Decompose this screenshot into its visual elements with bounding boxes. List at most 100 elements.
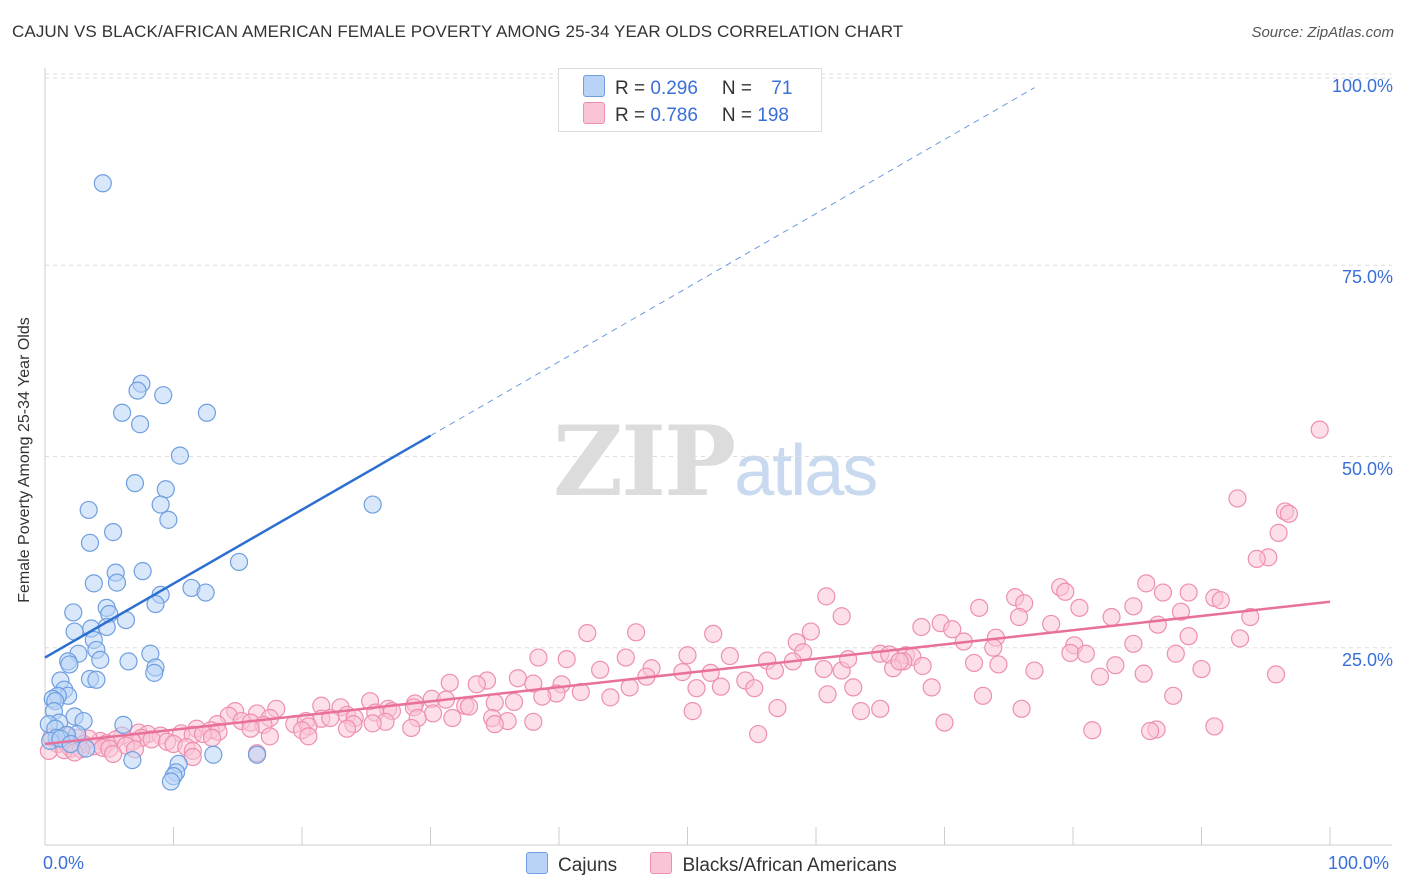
y-tick-label: 50.0% [1341,458,1393,479]
legend-r-label: R = [615,105,651,126]
data-point-blacks [485,715,504,734]
watermark: ZIPatlas [553,405,878,518]
data-point-blacks [459,697,479,716]
data-point-blacks [1205,717,1224,736]
data-point-cajuns [112,403,132,422]
data-point-blacks [1102,607,1121,627]
y-tick-label: 100.0% [1331,76,1393,96]
data-point-blacks [402,718,421,738]
data-point-blacks [1228,489,1247,508]
data-point-cajuns [91,650,110,669]
data-point-cajuns [104,523,123,542]
data-point-blacks [890,652,909,671]
data-point-blacks [678,646,697,665]
data-point-blacks [1153,583,1173,602]
x-tick-label-min: 0.0% [43,853,85,873]
data-point-blacks [984,638,1003,657]
legend-n-value-blacks: 198 [757,105,789,126]
data-point-blacks [720,646,740,666]
data-point-blacks [913,656,932,676]
watermark-zip: ZIP [553,405,736,518]
data-point-cajuns [61,734,80,754]
data-point-blacks [683,702,702,721]
data-point-blacks [1090,667,1110,686]
data-point-blacks [1124,634,1143,653]
data-point-blacks [1083,721,1102,740]
data-point-blacks [832,607,851,626]
data-point-cajuns [197,403,217,422]
data-point-blacks [935,713,954,732]
data-point-blacks [1012,699,1031,718]
y-axis-label-container: Female Poverty Among 25-34 Year Olds [0,250,50,670]
data-point-blacks [485,693,504,712]
data-point-blacks [844,678,863,697]
legend-r-label: R = [615,78,651,99]
data-point-blacks [508,669,527,688]
watermark-atlas: atlas [734,431,878,511]
data-point-cajuns [145,663,164,682]
data-point-blacks [1269,523,1288,542]
data-point-blacks [443,708,462,728]
data-point-blacks [1279,504,1298,523]
data-point-cajuns [130,415,150,434]
data-point-blacks [943,620,962,639]
data-point-cajuns [87,670,106,689]
data-point-blacks [687,679,706,698]
legend-n-value-cajuns: 71 [771,78,793,99]
legend-swatch-blacks [650,852,673,874]
data-point-cajuns [154,386,173,405]
data-point-blacks [1247,549,1266,568]
data-point-cajuns [159,510,178,529]
data-point-cajuns [119,652,138,671]
data-point-blacks [1241,607,1260,627]
data-point-blacks [1192,659,1211,679]
data-point-cajuns [64,603,83,622]
legend-swatch-blacks [583,102,605,124]
data-point-blacks [260,727,279,746]
data-point-cajuns [93,174,112,193]
series-legend: Cajuns Blacks/African Americans [526,852,925,877]
data-point-blacks [749,724,768,744]
data-point-cajuns [77,739,96,758]
data-point-blacks [912,617,931,637]
legend-n-label: N = [721,105,758,126]
data-point-blacks [1310,420,1329,439]
x-tick-label-max: 100.0% [1328,853,1390,873]
data-point-blacks [467,675,486,694]
data-point-blacks [616,648,635,667]
legend-label-cajuns: Cajuns [558,855,618,876]
data-point-blacks [922,678,941,697]
data-point-blacks [964,653,984,673]
data-point-cajuns [196,583,215,602]
data-point-blacks [1140,721,1160,741]
data-point-cajuns [363,495,382,514]
data-point-blacks [1061,643,1080,663]
data-point-cajuns [146,594,165,614]
correlation-legend: R = 0.296 N = 71 R = 0.786 N = 198 [558,68,822,132]
data-point-cajuns [229,552,249,572]
data-point-blacks [423,704,443,723]
data-point-blacks [1070,598,1089,617]
trendline-cajuns [44,434,432,659]
data-point-blacks [1076,644,1095,663]
legend-item-cajuns[interactable]: Cajuns [526,852,617,877]
data-point-blacks [524,712,543,731]
data-point-cajuns [84,574,103,593]
legend-swatch-cajuns [526,852,548,874]
data-point-cajuns [204,745,223,764]
data-point-blacks [578,623,597,643]
legend-item-blacks[interactable]: Blacks/African Americans [650,852,897,877]
data-point-blacks [1266,665,1286,684]
data-point-blacks [620,678,639,697]
legend-row-blacks: R = 0.786 N = 198 [583,102,789,126]
data-point-blacks [814,659,833,679]
data-point-cajuns [123,750,142,770]
data-point-cajuns [125,474,145,493]
data-point-blacks [337,719,357,738]
data-point-blacks [104,744,123,764]
data-point-blacks [745,679,764,698]
y-tick-label: 25.0% [1341,649,1393,670]
data-point-blacks [1009,607,1029,627]
legend-swatch-cajuns [583,75,605,97]
